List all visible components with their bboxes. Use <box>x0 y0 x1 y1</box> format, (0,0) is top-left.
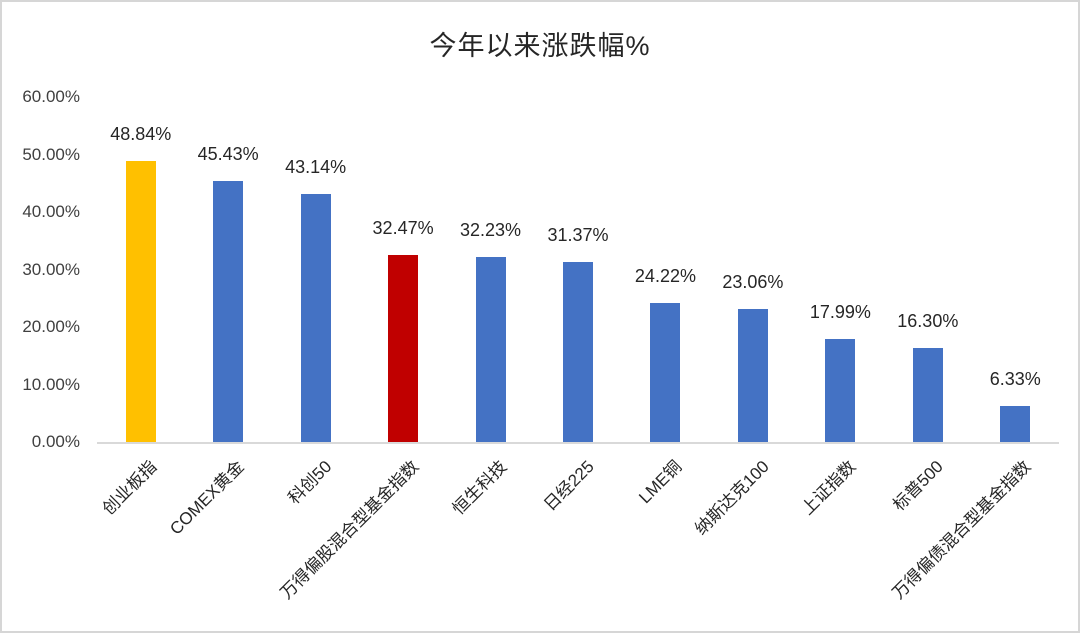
y-axis-tick-label: 30.00% <box>22 259 80 279</box>
data-label: 32.47% <box>372 218 434 239</box>
bar <box>1000 405 1031 442</box>
x-axis-label: 恒生科技 <box>448 457 510 519</box>
bar <box>125 161 156 442</box>
x-axis-label: 日经225 <box>539 457 598 515</box>
x-axis-label: 标普500 <box>889 457 948 515</box>
data-label: 23.06% <box>722 272 784 293</box>
data-label: 6.33% <box>989 368 1041 389</box>
data-label: 43.14% <box>285 156 347 177</box>
bar <box>650 302 681 442</box>
x-axis-label: 上证指数 <box>798 457 860 519</box>
x-axis-line <box>97 442 1059 444</box>
data-label: 17.99% <box>809 301 871 322</box>
bar <box>737 309 768 442</box>
y-axis-tick-label: 50.00% <box>22 144 80 164</box>
y-axis-tick-label: 20.00% <box>22 317 80 336</box>
bar <box>563 261 593 442</box>
bar <box>300 193 331 442</box>
bar <box>912 348 943 442</box>
data-label: 32.23% <box>460 219 522 240</box>
y-axis-tick-label: 40.00% <box>22 202 80 221</box>
bar <box>825 338 856 442</box>
x-axis-label: 创业板指 <box>98 457 161 519</box>
data-label: 31.37% <box>547 224 609 245</box>
x-axis-label: LME铜 <box>634 457 685 508</box>
bar <box>388 255 419 442</box>
y-axis-tick-label: 10.00% <box>22 374 80 394</box>
data-label: 48.84% <box>110 124 172 145</box>
x-axis-label: 纳斯达克100 <box>690 457 773 539</box>
bar <box>213 180 244 442</box>
data-label: 45.43% <box>197 143 259 164</box>
bar <box>475 256 506 442</box>
data-label: 24.22% <box>634 265 696 286</box>
chart-title: 今年以来涨跌幅% <box>429 31 651 61</box>
y-axis-tick-label: 60.00% <box>22 87 80 106</box>
x-axis-label: COMEX黄金 <box>166 457 248 539</box>
y-axis-tick-label: 0.00% <box>31 432 80 451</box>
x-axis-label: 科创50 <box>284 457 336 508</box>
data-label: 16.30% <box>897 311 959 332</box>
